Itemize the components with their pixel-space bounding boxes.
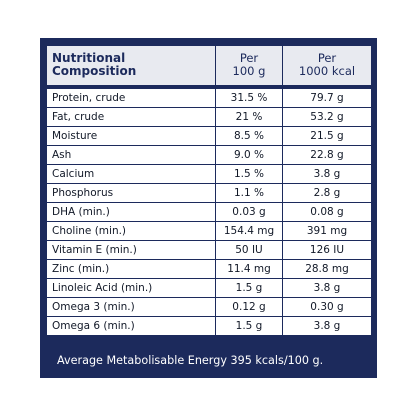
value-per-100g: 0.12 g [215, 296, 283, 317]
value-per-1000kcal: 53.2 g [282, 106, 372, 127]
nutrient-name: Fat, crude [46, 106, 216, 127]
nutrition-panel: Nutritional Composition Per 100 g Per 10… [40, 38, 377, 378]
energy-footer: Average Metabolisable Energy 395 kcals/1… [57, 354, 324, 367]
nutrition-table: Nutritional Composition Per 100 g Per 10… [46, 45, 372, 336]
value-per-1000kcal: 28.8 mg [282, 258, 372, 279]
header-col2-line1: Per [239, 51, 259, 66]
nutrient-name: Choline (min.) [46, 220, 216, 241]
value-per-100g: 11.4 mg [215, 258, 283, 279]
table-row: Zinc (min.) 11.4 mg 28.8 mg [46, 258, 372, 279]
nutrient-name: Linoleic Acid (min.) [46, 277, 216, 298]
table-row: Calcium 1.5 % 3.8 g [46, 163, 372, 184]
header-col2-line2: 100 g [232, 64, 266, 79]
value-per-1000kcal: 3.8 g [282, 277, 372, 298]
table-row: Omega 6 (min.) 1.5 g 3.8 g [46, 315, 372, 336]
value-per-1000kcal: 79.7 g [282, 84, 372, 108]
value-per-1000kcal: 0.30 g [282, 296, 372, 317]
table-row: Moisture 8.5 % 21.5 g [46, 125, 372, 146]
table-row: Linoleic Acid (min.) 1.5 g 3.8 g [46, 277, 372, 298]
header-name-line2: Composition [52, 64, 137, 79]
table-body: Protein, crude 31.5 % 79.7 g Fat, crude 21 %… [46, 84, 372, 336]
value-per-100g: 1.5 % [215, 163, 283, 184]
nutrient-name: Protein, crude [46, 84, 216, 108]
value-per-100g: 8.5 % [215, 125, 283, 146]
value-per-1000kcal: 3.8 g [282, 163, 372, 184]
nutrient-name: Vitamin E (min.) [46, 239, 216, 260]
value-per-1000kcal: 3.8 g [282, 315, 372, 336]
table-header: Nutritional Composition Per 100 g Per 10… [46, 45, 372, 87]
header-col3-line1: Per [317, 51, 337, 66]
value-per-1000kcal: 0.08 g [282, 201, 372, 222]
table-row: Phosphorus 1.1 % 2.8 g [46, 182, 372, 203]
value-per-100g: 31.5 % [215, 84, 283, 108]
nutrient-name: Calcium [46, 163, 216, 184]
nutrient-name: Omega 6 (min.) [46, 315, 216, 336]
table-row: Vitamin E (min.) 50 IU 126 IU [46, 239, 372, 260]
header-nutritional-composition: Nutritional Composition [46, 45, 216, 87]
nutrient-name: DHA (min.) [46, 201, 216, 222]
value-per-100g: 50 IU [215, 239, 283, 260]
table-row: Ash 9.0 % 22.8 g [46, 144, 372, 165]
header-name-line1: Nutritional [52, 51, 126, 66]
table-row: Omega 3 (min.) 0.12 g 0.30 g [46, 296, 372, 317]
value-per-1000kcal: 126 IU [282, 239, 372, 260]
nutrient-name: Zinc (min.) [46, 258, 216, 279]
table-row: DHA (min.) 0.03 g 0.08 g [46, 201, 372, 222]
header-row: Nutritional Composition Per 100 g Per 10… [46, 45, 372, 87]
nutrient-name: Omega 3 (min.) [46, 296, 216, 317]
table-row: Protein, crude 31.5 % 79.7 g [46, 84, 372, 108]
value-per-1000kcal: 2.8 g [282, 182, 372, 203]
table-row: Fat, crude 21 % 53.2 g [46, 106, 372, 127]
header-per-100g: Per 100 g [215, 45, 283, 87]
value-per-100g: 1.5 g [215, 315, 283, 336]
value-per-100g: 0.03 g [215, 201, 283, 222]
value-per-100g: 21 % [215, 106, 283, 127]
value-per-100g: 9.0 % [215, 144, 283, 165]
value-per-1000kcal: 21.5 g [282, 125, 372, 146]
value-per-100g: 1.1 % [215, 182, 283, 203]
value-per-100g: 1.5 g [215, 277, 283, 298]
value-per-1000kcal: 391 mg [282, 220, 372, 241]
header-per-1000kcal: Per 1000 kcal [282, 45, 372, 87]
table-row: Choline (min.) 154.4 mg 391 mg [46, 220, 372, 241]
value-per-100g: 154.4 mg [215, 220, 283, 241]
nutrient-name: Moisture [46, 125, 216, 146]
value-per-1000kcal: 22.8 g [282, 144, 372, 165]
header-col3-line2: 1000 kcal [298, 64, 356, 79]
nutrient-name: Ash [46, 144, 216, 165]
nutrient-name: Phosphorus [46, 182, 216, 203]
